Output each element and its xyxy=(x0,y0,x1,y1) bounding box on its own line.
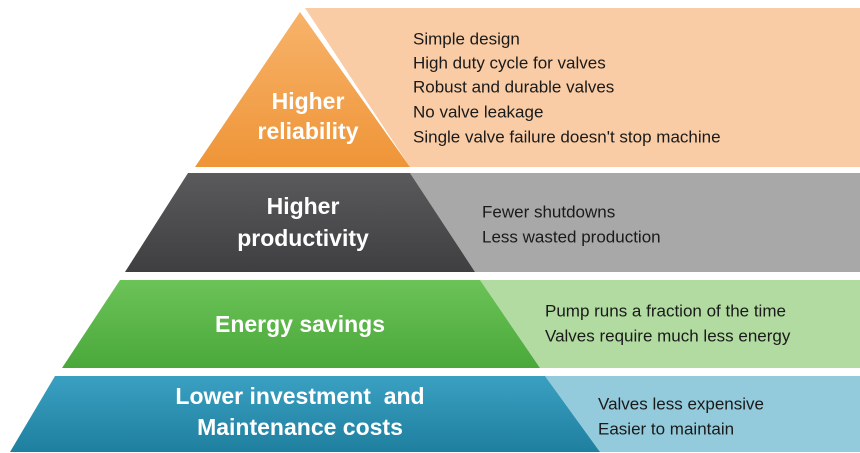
point: Pump runs a fraction of the time xyxy=(545,301,786,320)
point: Valves require much less energy xyxy=(545,326,791,345)
point: Simple design xyxy=(413,29,520,48)
point: No valve leakage xyxy=(413,102,543,121)
point: Easier to maintain xyxy=(598,419,734,438)
band xyxy=(545,376,860,452)
tier-label: Higher xyxy=(272,88,345,114)
band xyxy=(480,280,860,368)
tier-label: Energy savings xyxy=(215,311,385,337)
tier xyxy=(10,376,600,452)
point: High duty cycle for valves xyxy=(413,53,606,72)
tier-label: Maintenance costs xyxy=(197,414,403,440)
point: Robust and durable valves xyxy=(413,77,614,96)
band xyxy=(305,8,860,167)
tier-label: productivity xyxy=(237,225,369,251)
tier xyxy=(195,12,410,167)
point: Single valve failure doesn't stop machin… xyxy=(413,127,721,146)
point: Less wasted production xyxy=(482,227,661,246)
tier-label: reliability xyxy=(258,118,359,144)
point: Valves less expensive xyxy=(598,394,764,413)
tier-label: Lower investment and xyxy=(175,383,424,409)
tier-label: Higher xyxy=(267,193,340,219)
band xyxy=(410,173,860,272)
tier xyxy=(62,280,540,368)
point: Fewer shutdowns xyxy=(482,202,615,221)
tier xyxy=(125,173,475,272)
